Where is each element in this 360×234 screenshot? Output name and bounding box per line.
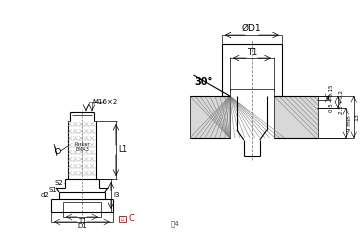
Text: 13: 13 <box>355 113 360 121</box>
Text: L1: L1 <box>118 146 127 154</box>
Text: S2: S2 <box>54 180 63 186</box>
Polygon shape <box>274 96 318 138</box>
Text: 9 min: 9 min <box>347 115 352 131</box>
Text: 图: 图 <box>121 216 124 221</box>
Text: M16×2: M16×2 <box>92 99 117 105</box>
Text: EMA3: EMA3 <box>75 147 89 153</box>
Text: 注4: 注4 <box>171 220 179 227</box>
Text: T1: T1 <box>77 218 86 224</box>
Text: 2.5 +0.2: 2.5 +0.2 <box>339 90 344 114</box>
Text: 0.5 +0.15: 0.5 +0.15 <box>329 84 334 112</box>
Text: l3: l3 <box>113 192 120 198</box>
Text: S1: S1 <box>48 187 57 193</box>
Text: C: C <box>129 214 135 223</box>
Text: Parker: Parker <box>74 142 90 147</box>
Polygon shape <box>190 96 230 138</box>
Text: T1: T1 <box>247 48 257 57</box>
Text: d2: d2 <box>40 192 49 198</box>
Text: 30°: 30° <box>195 77 213 87</box>
Text: ØD1: ØD1 <box>242 24 262 33</box>
Text: D1: D1 <box>77 223 87 229</box>
